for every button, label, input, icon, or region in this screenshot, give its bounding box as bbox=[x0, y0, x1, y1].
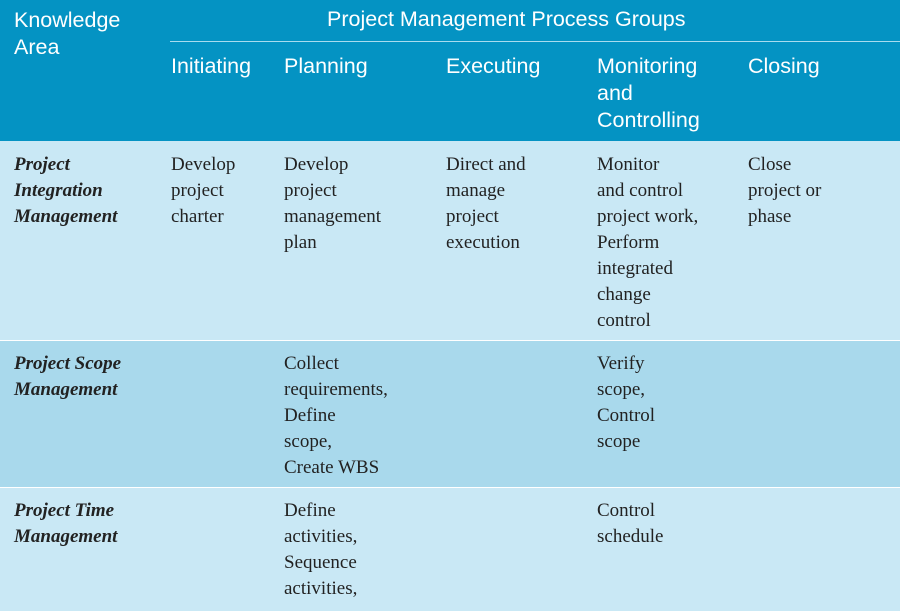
header-knowledge-area: Knowledge Area bbox=[14, 8, 121, 59]
knowledge-area-cell: Project Scope Management bbox=[14, 353, 122, 400]
header-divider bbox=[170, 41, 900, 42]
planning-cell: Define activities, Sequence activities, bbox=[284, 500, 358, 599]
header-closing: Closing bbox=[748, 54, 820, 78]
planning-cell: Collect requirements, Define scope, Crea… bbox=[284, 353, 388, 478]
header-planning: Planning bbox=[284, 54, 368, 78]
monitoring-cell: Verify scope, Control scope bbox=[597, 353, 656, 452]
closing-cell: Close project or phase bbox=[748, 154, 822, 227]
knowledge-area-cell: Project Integration Management bbox=[14, 154, 118, 227]
table-header: Knowledge Area Project Management Proces… bbox=[0, 0, 900, 141]
table-row: Project Scope Management Collect require… bbox=[0, 341, 900, 487]
planning-cell: Develop project management plan bbox=[284, 154, 382, 253]
executing-cell: Direct and manage project execution bbox=[446, 154, 526, 253]
table-row: Project Integration Management Develop p… bbox=[0, 141, 900, 340]
row-divider bbox=[0, 487, 900, 488]
initiating-cell: Develop project charter bbox=[171, 154, 236, 227]
header-process-groups-title: Project Management Process Groups bbox=[327, 7, 686, 31]
knowledge-area-cell: Project Time Management bbox=[14, 500, 118, 547]
monitoring-cell: Monitor and control project work, Perfor… bbox=[597, 154, 699, 331]
header-initiating: Initiating bbox=[171, 54, 252, 78]
header-executing: Executing bbox=[446, 54, 541, 78]
header-monitoring-controlling: Monitoring and Controlling bbox=[597, 54, 700, 132]
row-divider bbox=[0, 340, 900, 341]
monitoring-cell: Control schedule bbox=[597, 500, 664, 547]
table-row: Project Time Management Define activitie… bbox=[0, 488, 900, 611]
